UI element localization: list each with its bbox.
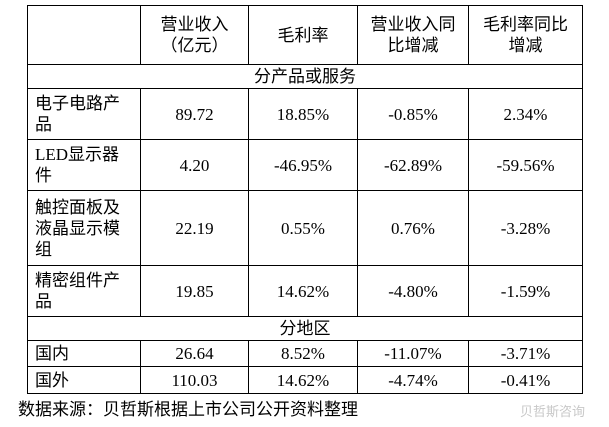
data-row: 精密组件产品 19.85 14.62% -4.80% -1.59% — [27, 265, 583, 317]
data-row: 电子电路产品 89.72 18.85% -0.85% 2.34% — [27, 88, 583, 140]
header-cell: 营业收入（亿元） — [140, 5, 249, 65]
row-label: LED显示器件 — [27, 139, 141, 191]
row-label: 精密组件产品 — [27, 265, 141, 317]
value-cell: -3.28% — [468, 190, 583, 266]
data-row: LED显示器件 4.20 -46.95% -62.89% -59.56% — [27, 139, 583, 191]
source-note: 数据来源：贝哲斯根据上市公司公开资料整理 — [18, 400, 358, 419]
value-cell: 4.20 — [140, 139, 249, 191]
row-label: 国外 — [27, 366, 141, 394]
value-cell: 110.03 — [140, 366, 249, 394]
data-table: 营业收入（亿元） 毛利率 营业收入同比增减 毛利率同比增减 分产品或服务 电子电路产品 89… — [27, 5, 583, 394]
value-cell: 19.85 — [140, 265, 249, 317]
value-cell: 14.62% — [248, 265, 358, 317]
corner-cell — [27, 5, 141, 65]
value-cell: -4.80% — [357, 265, 469, 317]
value-cell: 2.34% — [468, 88, 583, 140]
value-cell: -62.89% — [357, 139, 469, 191]
data-row: 触控面板及液晶显示模组 22.19 0.55% 0.76% -3.28% — [27, 190, 583, 266]
section-cell: 分产品或服务 — [27, 64, 583, 89]
header-row: 营业收入（亿元） 毛利率 营业收入同比增减 毛利率同比增减 — [27, 5, 583, 65]
row-label: 触控面板及液晶显示模组 — [27, 190, 141, 266]
data-row: 国外 110.03 14.62% -4.74% -0.41% — [27, 366, 583, 394]
value-cell: -0.85% — [357, 88, 469, 140]
value-cell: 26.64 — [140, 340, 249, 367]
header-cell: 毛利率 — [248, 5, 358, 65]
value-cell: -11.07% — [357, 340, 469, 367]
value-cell: -4.74% — [357, 366, 469, 394]
row-label: 国内 — [27, 340, 141, 367]
table-body: 营业收入（亿元） 毛利率 营业收入同比增减 毛利率同比增减 分产品或服务 电子电路产品 89… — [27, 5, 583, 394]
value-cell: 14.62% — [248, 366, 358, 394]
value-cell: 18.85% — [248, 88, 358, 140]
watermark: 贝哲斯咨询 — [520, 405, 586, 420]
value-cell: -1.59% — [468, 265, 583, 317]
section-cell: 分地区 — [27, 316, 583, 341]
header-cell: 营业收入同比增减 — [357, 5, 469, 65]
value-cell: 0.76% — [357, 190, 469, 266]
value-cell: -46.95% — [248, 139, 358, 191]
value-cell: 89.72 — [140, 88, 249, 140]
value-cell: 0.55% — [248, 190, 358, 266]
value-cell: -3.71% — [468, 340, 583, 367]
value-cell: -0.41% — [468, 366, 583, 394]
row-label: 电子电路产品 — [27, 88, 141, 140]
header-cell: 毛利率同比增减 — [468, 5, 583, 65]
value-cell: 8.52% — [248, 340, 358, 367]
section-row: 分产品或服务 — [27, 64, 583, 89]
value-cell: 22.19 — [140, 190, 249, 266]
section-row: 分地区 — [27, 316, 583, 341]
data-row: 国内 26.64 8.52% -11.07% -3.71% — [27, 340, 583, 367]
value-cell: -59.56% — [468, 139, 583, 191]
